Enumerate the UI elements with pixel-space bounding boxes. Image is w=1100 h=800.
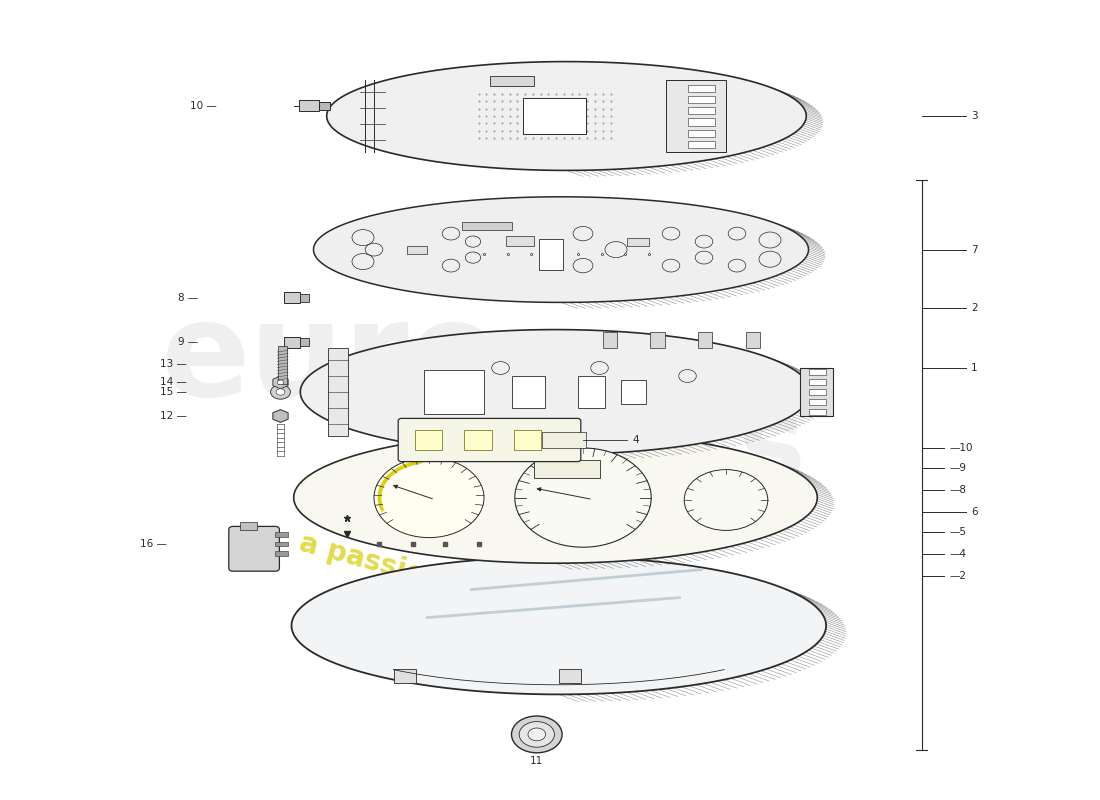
Bar xyxy=(688,118,715,126)
Circle shape xyxy=(277,380,284,385)
Bar xyxy=(650,332,664,348)
Bar xyxy=(688,107,715,114)
Bar xyxy=(275,542,288,546)
Polygon shape xyxy=(273,410,288,422)
Bar xyxy=(808,409,826,415)
Circle shape xyxy=(374,458,484,538)
Bar xyxy=(808,389,826,395)
Bar xyxy=(512,376,544,408)
Bar xyxy=(319,102,330,110)
Text: —8: —8 xyxy=(949,485,966,494)
Bar xyxy=(278,346,287,384)
Text: 1: 1 xyxy=(971,363,978,373)
Bar xyxy=(415,430,442,450)
Text: 3: 3 xyxy=(971,111,978,121)
Bar xyxy=(464,430,492,450)
Bar xyxy=(808,399,826,405)
Text: 6: 6 xyxy=(971,507,978,517)
Circle shape xyxy=(528,728,546,741)
Text: —10: —10 xyxy=(949,443,972,453)
Text: —5: —5 xyxy=(949,527,966,537)
Text: Parts: Parts xyxy=(470,393,806,503)
Bar xyxy=(688,85,715,92)
Wedge shape xyxy=(279,346,286,353)
Bar xyxy=(284,292,300,303)
Text: 9 —: 9 — xyxy=(178,338,198,347)
Bar xyxy=(522,98,586,134)
Bar xyxy=(688,141,715,148)
Bar xyxy=(275,532,288,537)
Text: a passion for parts since 1985: a passion for parts since 1985 xyxy=(296,530,760,678)
Circle shape xyxy=(515,448,651,547)
Text: —9: —9 xyxy=(949,463,966,473)
Bar xyxy=(698,332,713,348)
Polygon shape xyxy=(273,376,288,389)
Bar xyxy=(490,76,534,86)
Bar xyxy=(746,332,760,348)
Bar xyxy=(300,294,309,302)
Text: 14 —: 14 — xyxy=(161,378,187,387)
Bar xyxy=(559,669,581,683)
Text: 13 —: 13 — xyxy=(161,359,187,369)
Circle shape xyxy=(276,389,285,395)
Bar xyxy=(506,236,534,246)
Bar xyxy=(299,100,319,111)
Text: —4: —4 xyxy=(949,549,966,558)
Text: 2: 2 xyxy=(971,303,978,313)
Polygon shape xyxy=(327,62,806,170)
Bar xyxy=(603,332,617,348)
Text: 8 —: 8 — xyxy=(178,293,198,302)
Bar xyxy=(462,222,512,230)
Circle shape xyxy=(512,716,562,753)
Bar xyxy=(688,96,715,103)
Text: 11: 11 xyxy=(530,756,543,766)
Bar xyxy=(808,379,826,386)
Text: 7: 7 xyxy=(971,245,978,254)
Bar xyxy=(284,337,300,348)
Bar xyxy=(688,130,715,137)
Circle shape xyxy=(519,722,554,747)
Polygon shape xyxy=(314,197,808,302)
Polygon shape xyxy=(294,432,817,563)
Bar xyxy=(621,380,646,404)
Text: 15 —: 15 — xyxy=(161,387,187,397)
Bar xyxy=(539,239,563,270)
Bar xyxy=(275,551,288,556)
Polygon shape xyxy=(300,330,811,454)
Text: euro: euro xyxy=(161,297,499,423)
Bar xyxy=(328,348,348,436)
Bar xyxy=(300,338,309,346)
FancyBboxPatch shape xyxy=(229,526,279,571)
Bar xyxy=(542,432,586,448)
Bar xyxy=(424,370,484,414)
Text: 10 —: 10 — xyxy=(190,101,217,110)
Bar xyxy=(578,376,605,408)
Bar xyxy=(514,430,541,450)
Bar xyxy=(534,460,600,478)
Circle shape xyxy=(271,385,290,399)
Polygon shape xyxy=(292,557,826,694)
Bar xyxy=(240,522,257,530)
Text: 12 —: 12 — xyxy=(161,411,187,421)
Text: 4: 4 xyxy=(632,435,639,445)
Bar xyxy=(407,246,427,254)
FancyBboxPatch shape xyxy=(398,418,581,462)
Bar xyxy=(808,369,826,375)
Bar xyxy=(627,238,649,246)
Bar xyxy=(394,669,416,683)
Text: —2: —2 xyxy=(949,571,966,581)
Text: 16 —: 16 — xyxy=(141,539,167,549)
Bar xyxy=(800,368,833,416)
Circle shape xyxy=(684,470,768,530)
Bar xyxy=(666,80,726,152)
